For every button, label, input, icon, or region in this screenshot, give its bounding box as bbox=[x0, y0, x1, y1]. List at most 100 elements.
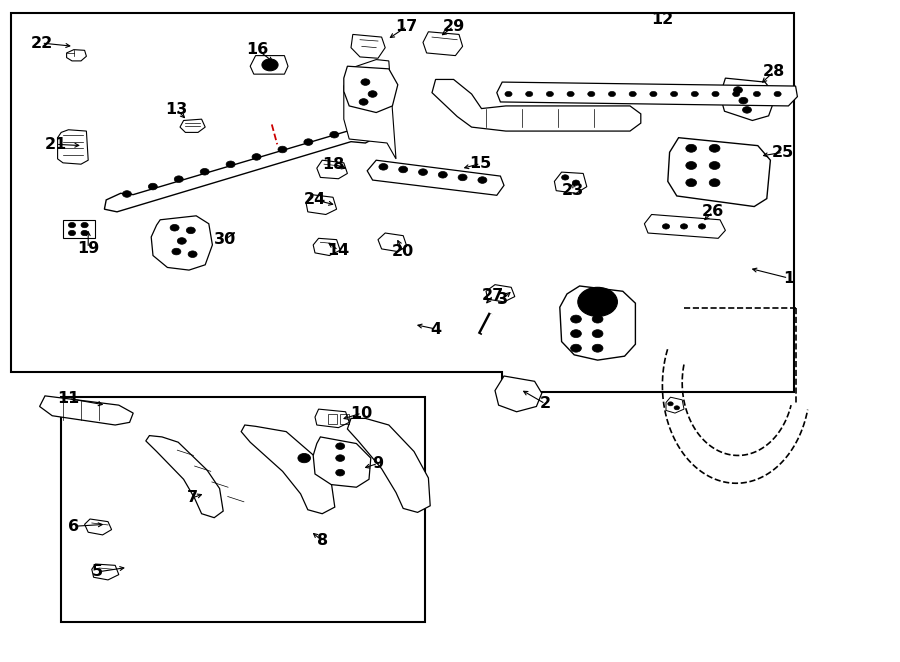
Text: 7: 7 bbox=[187, 491, 198, 505]
Circle shape bbox=[368, 91, 377, 97]
Polygon shape bbox=[104, 126, 378, 212]
Bar bbox=[340, 414, 349, 424]
Text: 26: 26 bbox=[702, 205, 724, 219]
Circle shape bbox=[170, 224, 179, 231]
Text: 5: 5 bbox=[92, 565, 103, 579]
Circle shape bbox=[571, 315, 581, 323]
Circle shape bbox=[592, 344, 603, 352]
Text: 2: 2 bbox=[540, 397, 551, 411]
Circle shape bbox=[662, 224, 670, 229]
Circle shape bbox=[252, 154, 261, 160]
Circle shape bbox=[712, 91, 719, 97]
Text: 9: 9 bbox=[373, 456, 383, 471]
Circle shape bbox=[739, 97, 748, 104]
Circle shape bbox=[329, 131, 338, 138]
Polygon shape bbox=[313, 437, 371, 487]
Circle shape bbox=[572, 180, 580, 185]
Circle shape bbox=[68, 230, 76, 236]
Circle shape bbox=[733, 91, 740, 97]
Circle shape bbox=[686, 144, 697, 152]
Text: 1: 1 bbox=[783, 271, 794, 285]
Polygon shape bbox=[666, 397, 684, 413]
Circle shape bbox=[226, 161, 235, 167]
Circle shape bbox=[546, 91, 554, 97]
Circle shape bbox=[336, 455, 345, 461]
Circle shape bbox=[592, 330, 603, 338]
Circle shape bbox=[686, 162, 697, 169]
Circle shape bbox=[262, 59, 278, 71]
Text: 8: 8 bbox=[317, 534, 328, 548]
Polygon shape bbox=[306, 195, 337, 214]
Polygon shape bbox=[497, 82, 797, 106]
Text: 15: 15 bbox=[470, 156, 491, 171]
Circle shape bbox=[629, 91, 636, 97]
Circle shape bbox=[81, 230, 88, 236]
Circle shape bbox=[691, 91, 698, 97]
Polygon shape bbox=[495, 376, 542, 412]
Circle shape bbox=[670, 91, 678, 97]
Circle shape bbox=[650, 91, 657, 97]
Text: 23: 23 bbox=[562, 183, 583, 198]
Text: 20: 20 bbox=[392, 244, 414, 259]
Circle shape bbox=[438, 171, 447, 178]
Circle shape bbox=[608, 91, 616, 97]
Polygon shape bbox=[250, 56, 288, 74]
Circle shape bbox=[709, 162, 720, 169]
Polygon shape bbox=[347, 418, 430, 512]
Polygon shape bbox=[432, 79, 641, 131]
Polygon shape bbox=[92, 564, 119, 580]
Polygon shape bbox=[378, 233, 407, 252]
Polygon shape bbox=[11, 13, 794, 392]
Circle shape bbox=[571, 344, 581, 352]
Circle shape bbox=[668, 402, 673, 406]
Circle shape bbox=[172, 248, 181, 255]
Circle shape bbox=[81, 222, 88, 228]
Circle shape bbox=[336, 469, 345, 476]
Circle shape bbox=[188, 251, 197, 258]
Text: 12: 12 bbox=[652, 13, 673, 27]
Text: 14: 14 bbox=[328, 243, 349, 258]
Circle shape bbox=[709, 144, 720, 152]
Polygon shape bbox=[151, 216, 212, 270]
Text: 27: 27 bbox=[482, 288, 504, 303]
Polygon shape bbox=[146, 436, 223, 518]
Text: 24: 24 bbox=[304, 193, 326, 207]
Polygon shape bbox=[344, 60, 396, 159]
Circle shape bbox=[686, 179, 697, 187]
Text: 29: 29 bbox=[443, 19, 464, 34]
Polygon shape bbox=[668, 138, 770, 207]
Circle shape bbox=[526, 91, 533, 97]
Circle shape bbox=[298, 453, 310, 463]
Circle shape bbox=[200, 168, 209, 175]
Circle shape bbox=[709, 179, 720, 187]
Circle shape bbox=[567, 91, 574, 97]
Polygon shape bbox=[486, 285, 515, 302]
Polygon shape bbox=[315, 409, 349, 428]
Circle shape bbox=[148, 183, 157, 190]
Text: 18: 18 bbox=[322, 157, 344, 171]
Text: 21: 21 bbox=[45, 137, 67, 152]
Circle shape bbox=[753, 91, 760, 97]
Text: 22: 22 bbox=[31, 36, 52, 50]
Circle shape bbox=[774, 91, 781, 97]
Text: 25: 25 bbox=[772, 145, 794, 160]
Circle shape bbox=[186, 227, 195, 234]
Text: 28: 28 bbox=[763, 64, 785, 79]
Text: 13: 13 bbox=[166, 102, 187, 117]
Text: 17: 17 bbox=[396, 19, 418, 34]
Circle shape bbox=[361, 79, 370, 85]
Polygon shape bbox=[560, 286, 635, 360]
Text: 10: 10 bbox=[351, 406, 373, 420]
Circle shape bbox=[122, 191, 131, 197]
Text: 19: 19 bbox=[77, 241, 99, 256]
Circle shape bbox=[578, 287, 617, 316]
Polygon shape bbox=[180, 119, 205, 132]
Bar bbox=[328, 414, 337, 424]
Circle shape bbox=[478, 177, 487, 183]
Circle shape bbox=[399, 166, 408, 173]
Text: 16: 16 bbox=[247, 42, 268, 57]
Text: 3: 3 bbox=[497, 292, 508, 307]
Text: 11: 11 bbox=[58, 391, 79, 406]
Circle shape bbox=[278, 146, 287, 153]
Polygon shape bbox=[720, 78, 776, 120]
